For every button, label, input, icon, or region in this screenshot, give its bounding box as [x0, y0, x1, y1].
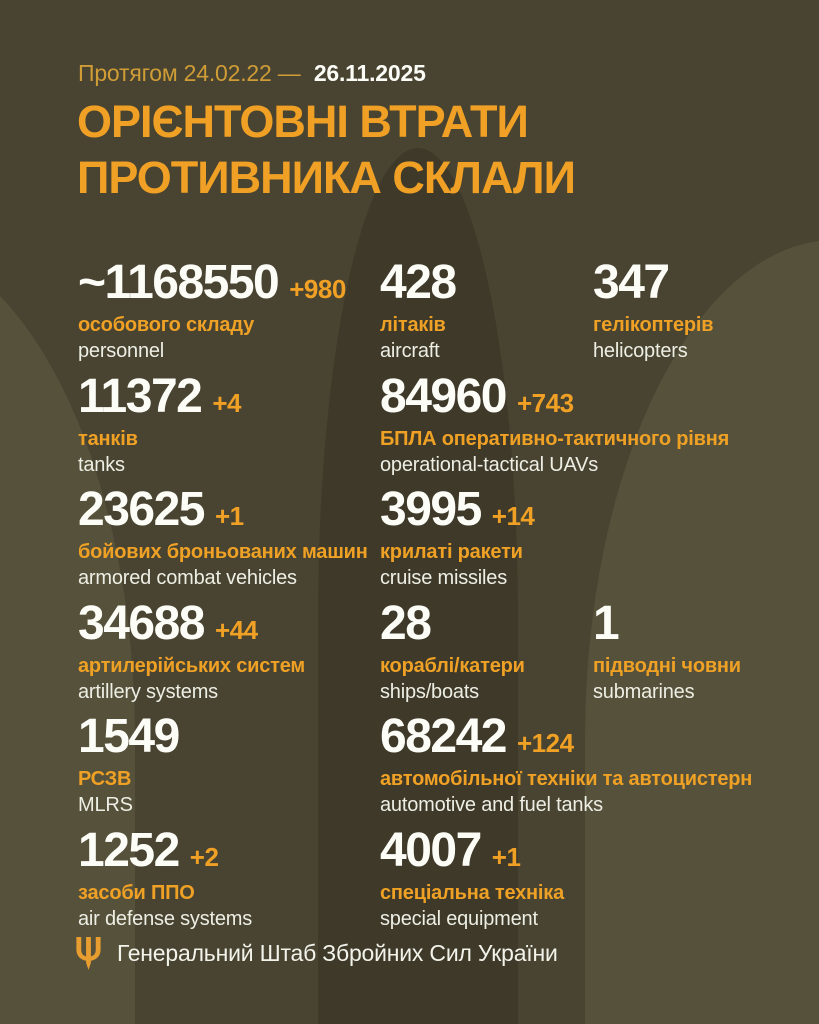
stat-value: 23625 [78, 483, 205, 537]
stat-label-uk: підводні човни [593, 654, 741, 677]
page-title-line2: ПРОТИВНИКА СКЛАЛИ [77, 152, 576, 203]
stat-ships-boats: 28 кораблі/катери ships/boats [380, 596, 593, 712]
stat-armored-combat-vehicles: 23625 +1 бойових броньованих машин armore… [78, 484, 380, 598]
stat-label-en: armored combat vehicles [78, 567, 297, 590]
stat-cruise-missiles: 3995 +14 крилаті ракети cruise missiles [380, 484, 819, 598]
stat-artillery-systems: 34688 +44 артилерійських систем artillery… [78, 596, 380, 712]
stat-value: 34688 [78, 596, 205, 650]
footer: Генеральний Штаб Збройних Сил України [76, 937, 558, 970]
stat-label-en: special equipment [380, 907, 538, 930]
losses-grid: ~1168550 +980 особового складу personnel … [78, 257, 819, 939]
stat-delta: +1 [214, 501, 244, 532]
stat-label-uk: автомобільної техніки та автоцистерн [380, 768, 753, 791]
stat-label-en: MLRS [78, 794, 133, 817]
stat-tanks: 11372 +4 танків tanks [78, 369, 380, 485]
stat-delta: +743 [516, 387, 574, 418]
stat-delta: +14 [491, 501, 535, 532]
stat-value: 28 [380, 596, 432, 650]
stat-label-uk: БПЛА оперативно-тактичного рівня [380, 427, 730, 450]
stat-value: ~1168550 [78, 256, 280, 309]
period-date: 26.11.2025 [313, 60, 426, 86]
stat-value: 1252 [78, 823, 180, 877]
trident-icon [76, 937, 101, 970]
stat-personnel: ~1168550 +980 особового складу personnel [78, 257, 380, 371]
stat-label-en: helicopters [593, 340, 688, 362]
stat-label-en: cruise missiles [380, 567, 508, 590]
stat-label-uk: гелікоптерів [593, 314, 714, 336]
stat-label-uk: засоби ППО [78, 881, 195, 904]
stat-automotive: 68242 +124 автомобільної техніки та автоц… [380, 711, 819, 825]
stat-delta: +4 [212, 387, 241, 418]
stat-value: 428 [380, 256, 457, 309]
stat-aircraft: 428 літаків aircraft [380, 257, 593, 371]
stat-label-uk: спеціальна техніка [380, 881, 565, 904]
stat-label-en: aircraft [380, 340, 440, 362]
stat-label-en: personnel [78, 340, 165, 362]
stat-special-equipment: 4007 +1 спеціальна техніка special equipm… [380, 823, 819, 939]
stat-label-en: operational-tactical UAVs [380, 453, 599, 476]
period-prefix: Протягом 24.02.22 — [78, 60, 301, 86]
stat-label-uk: кораблі/катери [380, 654, 525, 677]
stat-helicopters: 347 гелікоптерів helicopters [593, 257, 819, 371]
stat-air-defense: 1252 +2 засоби ППО air defense systems [78, 823, 380, 939]
page-title: ОРІЄНТОВНІ ВТРАТИ ПРОТИВНИКА СКЛАЛИ [77, 94, 576, 206]
stat-label-uk: крилаті ракети [380, 541, 523, 564]
stat-delta: +980 [289, 274, 346, 304]
footer-org-name: Генеральний Штаб Збройних Сил України [117, 940, 558, 966]
stat-delta: +44 [214, 614, 258, 645]
stat-label-en: submarines [593, 680, 695, 703]
stat-label-uk: бойових броньованих машин [78, 541, 368, 564]
stat-label-en: tanks [78, 453, 125, 476]
page-title-line1: ОРІЄНТОВНІ ВТРАТИ [77, 96, 529, 147]
stat-value: 1549 [78, 710, 180, 764]
stat-label-en: air defense systems [78, 907, 253, 930]
stat-value: 84960 [380, 369, 507, 423]
stat-value: 1 [593, 596, 620, 650]
stat-delta: +2 [189, 841, 219, 872]
stat-value: 3995 [380, 483, 482, 537]
stat-label-uk: танків [78, 427, 138, 450]
report-period: Протягом 24.02.22 — 26.11.2025 [78, 60, 426, 87]
stat-label-uk: особового складу [78, 314, 255, 336]
stat-value: 4007 [380, 823, 482, 877]
stat-value: 347 [593, 256, 670, 309]
stat-label-en: artillery systems [78, 680, 218, 703]
stat-value: 11372 [78, 369, 203, 423]
stat-delta: +1 [491, 841, 521, 872]
stat-value: 68242 [380, 710, 507, 764]
stat-delta: +124 [516, 728, 574, 759]
stat-label-en: ships/boats [380, 680, 479, 703]
stat-mlrs: 1549 РСЗВ MLRS [78, 711, 380, 825]
shell-silhouette-center [318, 148, 518, 1024]
stat-label-en: automotive and fuel tanks [380, 794, 603, 817]
stat-uavs: 84960 +743 БПЛА оперативно-тактичного рів… [380, 369, 819, 485]
stat-label-uk: РСЗВ [78, 768, 132, 791]
stat-label-uk: літаків [380, 314, 446, 336]
stat-label-uk: артилерійських систем [78, 654, 305, 677]
stat-submarines: 1 підводні човни submarines [593, 596, 819, 712]
